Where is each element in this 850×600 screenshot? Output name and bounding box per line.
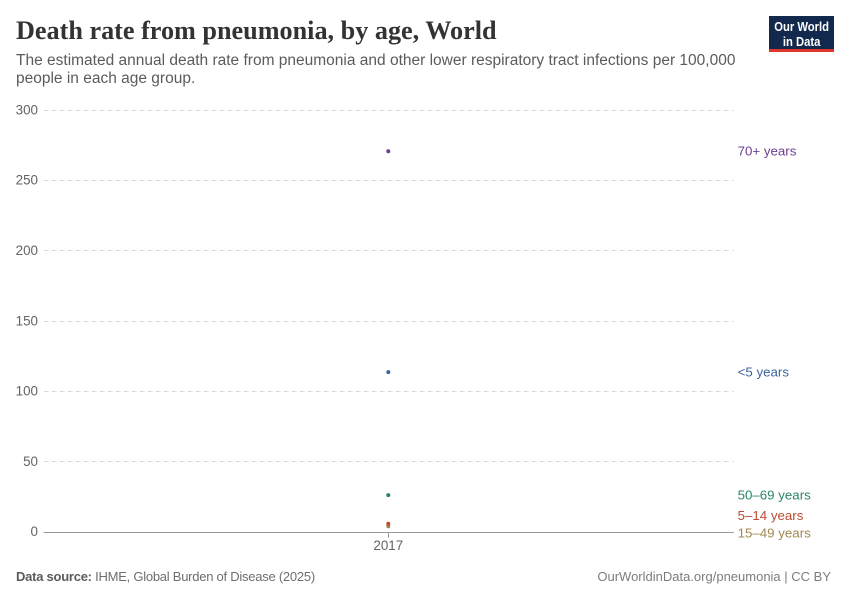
svg-text:15–49 years: 15–49 years xyxy=(738,525,812,540)
svg-text:100: 100 xyxy=(16,384,38,399)
svg-text:50: 50 xyxy=(23,454,38,469)
svg-text:50–69 years: 50–69 years xyxy=(738,488,812,503)
svg-text:150: 150 xyxy=(16,313,38,328)
svg-text:70+ years: 70+ years xyxy=(738,144,797,159)
svg-text:5–14 years: 5–14 years xyxy=(738,508,804,523)
svg-text:2017: 2017 xyxy=(373,538,403,553)
svg-text:250: 250 xyxy=(16,173,38,188)
svg-text:0: 0 xyxy=(31,524,38,539)
svg-text:300: 300 xyxy=(16,102,38,117)
svg-text:<5 years: <5 years xyxy=(738,365,790,380)
svg-text:200: 200 xyxy=(16,243,38,258)
